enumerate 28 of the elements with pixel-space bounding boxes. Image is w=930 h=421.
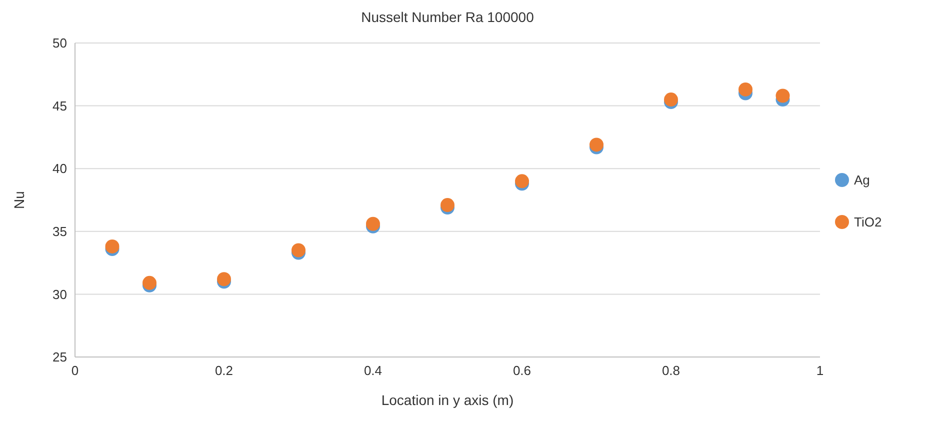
point	[590, 138, 604, 152]
y-tick-label: 30	[52, 286, 67, 302]
x-tick-label: 0.8	[662, 363, 680, 378]
point	[366, 216, 380, 231]
point	[664, 92, 678, 107]
chart-title: Nusselt Number Ra 100000	[361, 9, 534, 25]
legend-label: Ag	[854, 172, 870, 188]
point	[292, 243, 306, 258]
point	[142, 276, 156, 290]
x-axis-title: Location in y axis (m)	[381, 392, 514, 408]
y-tick-label: 40	[52, 161, 67, 176]
x-tick-label: 0.4	[364, 363, 382, 378]
point	[515, 174, 529, 188]
point	[776, 88, 790, 103]
x-tick-label: 0	[71, 363, 79, 378]
point	[105, 239, 120, 254]
legend-label: TiO2	[854, 214, 882, 230]
x-tick-label: 1	[816, 363, 824, 378]
x-tick-label: 0.2	[214, 363, 234, 378]
point	[440, 198, 454, 212]
point	[217, 272, 231, 286]
y-tick-label: 35	[52, 224, 67, 239]
y-tick-label: 45	[52, 98, 67, 114]
point	[738, 82, 752, 96]
y-tick-label: 50	[52, 36, 67, 51]
y-axis-title: Nu	[11, 191, 27, 209]
y-tick-label: 25	[52, 350, 67, 365]
x-tick-label: 0.6	[512, 363, 532, 378]
